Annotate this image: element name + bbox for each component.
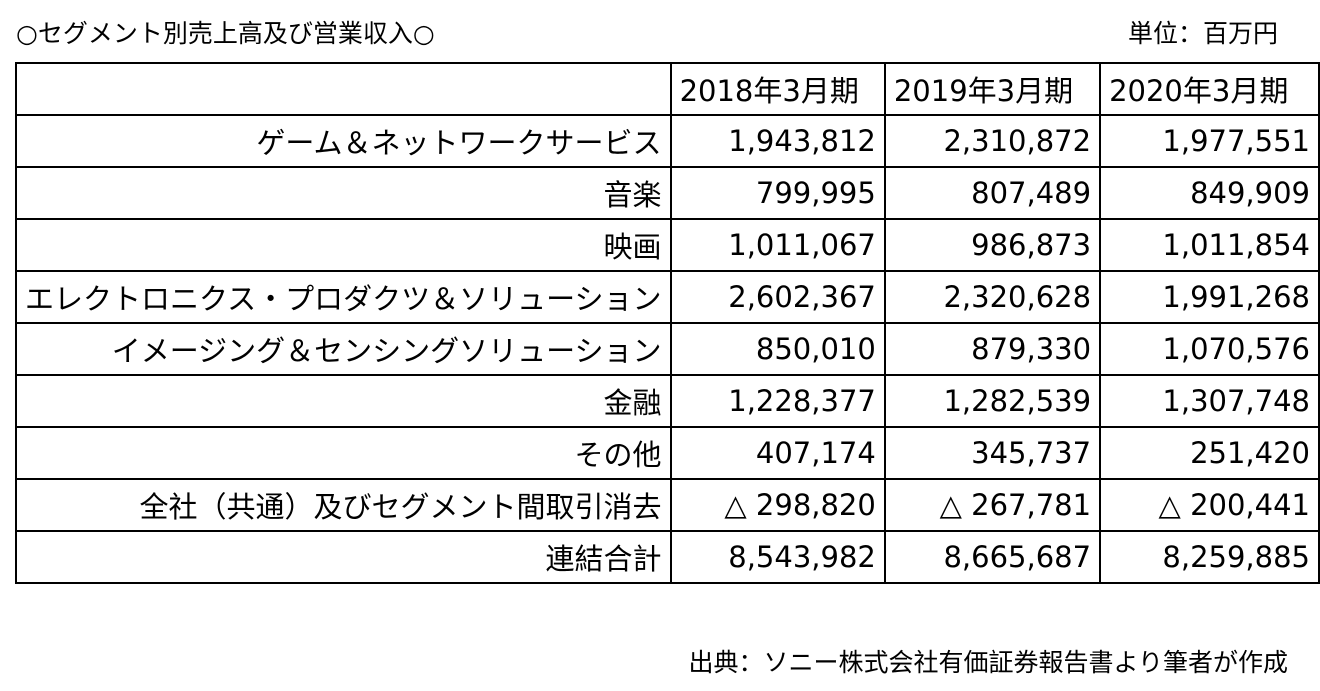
value-cell: 407,174 — [669, 426, 886, 480]
value-cell: 8,665,687 — [883, 530, 1102, 584]
table-row: ゲーム＆ネットワークサービス 1,943,812 2,310,872 1,977,55… — [15, 114, 1320, 168]
value-cell: 251,420 — [1099, 426, 1320, 480]
row-label: 映画 — [15, 218, 672, 272]
value-cell: 1,307,748 — [1099, 374, 1320, 428]
table-row: その他 407,174 345,737 251,420 — [15, 426, 1320, 480]
header-cell: 2020年3月期 — [1099, 62, 1320, 116]
value-cell: 986,873 — [883, 218, 1102, 272]
table-title: ○セグメント別売上高及び営業収入○ — [16, 19, 435, 48]
value-cell: 1,991,268 — [1099, 270, 1320, 324]
table-row: 連結合計 8,543,982 8,665,687 8,259,885 — [15, 530, 1320, 584]
value-cell: △ 200,441 — [1099, 478, 1320, 532]
header-cell: 2019年3月期 — [883, 62, 1102, 116]
value-cell: 799,995 — [669, 166, 886, 220]
row-label: イメージング＆センシングソリューション — [15, 322, 672, 376]
value-cell: 2,310,872 — [883, 114, 1102, 168]
value-cell: 879,330 — [883, 322, 1102, 376]
value-cell: 1,943,812 — [669, 114, 886, 168]
row-label: 連結合計 — [15, 530, 672, 584]
value-cell: 850,010 — [669, 322, 886, 376]
value-cell: 8,259,885 — [1099, 530, 1320, 584]
row-label: 金融 — [15, 374, 672, 428]
row-label: エレクトロニクス・プロダクツ＆ソリューション — [15, 270, 672, 324]
row-label: 全社（共通）及びセグメント間取引消去 — [15, 478, 672, 532]
table-row: エレクトロニクス・プロダクツ＆ソリューション 2,602,367 2,320,628… — [15, 270, 1320, 324]
header-row: 2018年3月期 2019年3月期 2020年3月期 — [15, 62, 1320, 116]
unit-label: 単位：百万円 — [1127, 19, 1278, 48]
value-cell: 807,489 — [883, 166, 1102, 220]
value-cell: 1,070,576 — [1099, 322, 1320, 376]
header-cell — [15, 62, 672, 116]
segment-sales-table: 2018年3月期 2019年3月期 2020年3月期 ゲーム＆ネットワークサービ… — [15, 62, 1320, 584]
value-cell: △ 298,820 — [669, 478, 886, 532]
value-cell: 1,011,854 — [1099, 218, 1320, 272]
value-cell: 2,602,367 — [669, 270, 886, 324]
row-label: その他 — [15, 426, 672, 480]
value-cell: 1,228,377 — [669, 374, 886, 428]
row-label: 音楽 — [15, 166, 672, 220]
table-row: 音楽 799,995 807,489 849,909 — [15, 166, 1320, 220]
table-row: 全社（共通）及びセグメント間取引消去 △ 298,820 △ 267,781 △ 20… — [15, 478, 1320, 532]
value-cell: 2,320,628 — [883, 270, 1102, 324]
value-cell: 1,977,551 — [1099, 114, 1320, 168]
header-cell: 2018年3月期 — [669, 62, 886, 116]
value-cell: 1,011,067 — [669, 218, 886, 272]
value-cell: 1,282,539 — [883, 374, 1102, 428]
value-cell: 8,543,982 — [669, 530, 886, 584]
value-cell: 849,909 — [1099, 166, 1320, 220]
value-cell: △ 267,781 — [883, 478, 1102, 532]
table-row: イメージング＆センシングソリューション 850,010 879,330 1,070,5… — [15, 322, 1320, 376]
table-row: 映画 1,011,067 986,873 1,011,854 — [15, 218, 1320, 272]
row-label: ゲーム＆ネットワークサービス — [15, 114, 672, 168]
source-note: 出典：ソニー株式会社有価証券報告書より筆者が作成 — [688, 648, 1288, 677]
table-row: 金融 1,228,377 1,282,539 1,307,748 — [15, 374, 1320, 428]
value-cell: 345,737 — [883, 426, 1102, 480]
